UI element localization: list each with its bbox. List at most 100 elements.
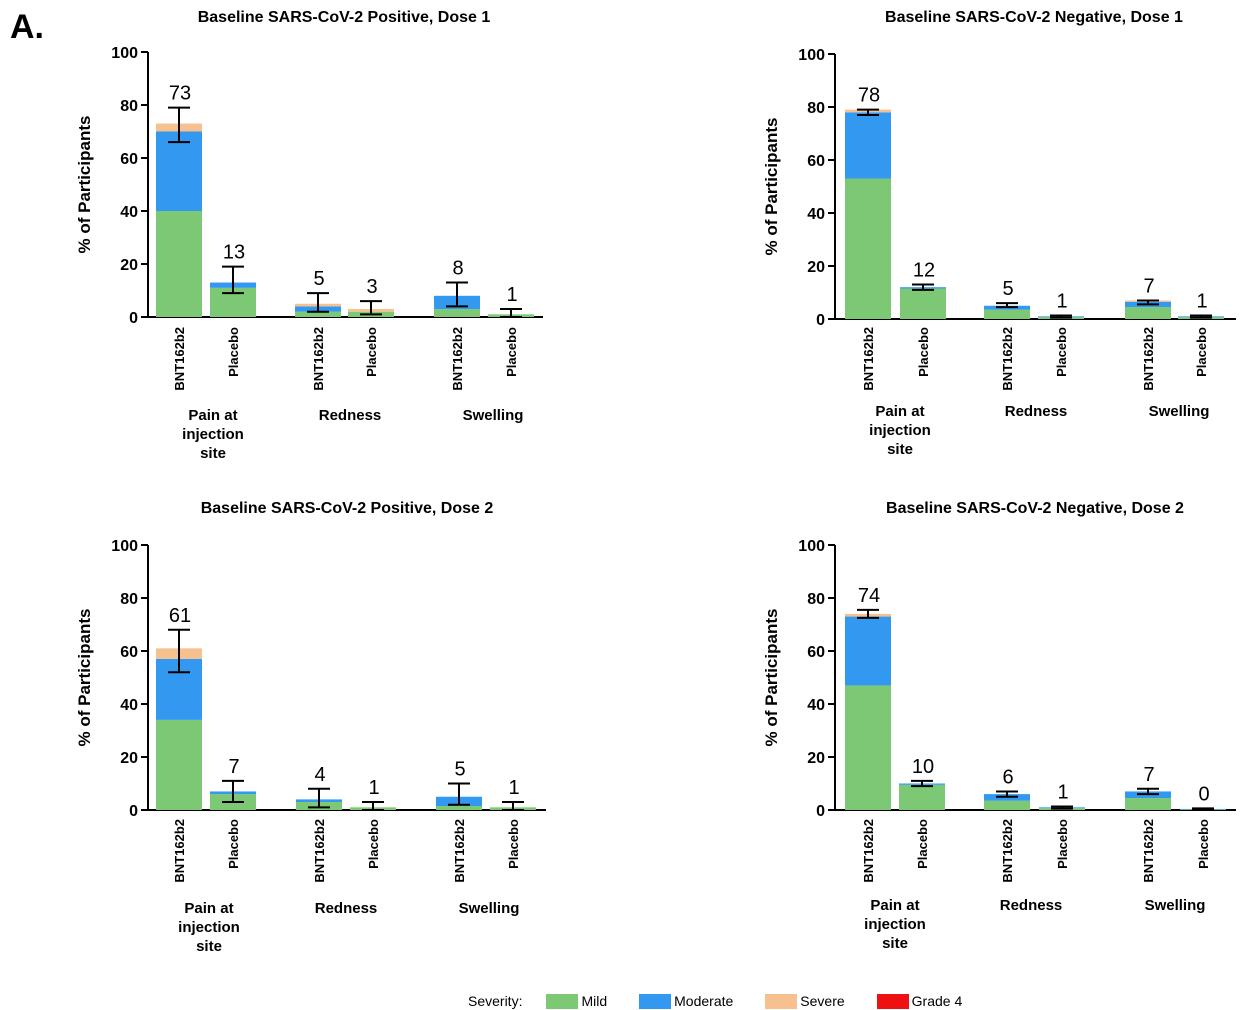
- data-label: 1: [508, 777, 519, 799]
- chart-panel-3: Baseline SARS-CoV-2 Positive, Dose 2 % of…: [75, 500, 546, 955]
- bar-segment-mild: [900, 288, 946, 319]
- data-label: 3: [366, 276, 377, 298]
- y-tick-label: 20: [807, 259, 825, 276]
- y-tick-label: 40: [120, 204, 138, 221]
- group-label: Redness: [319, 407, 382, 424]
- group-label-line: injection: [864, 916, 926, 933]
- chart-title: Baseline SARS-CoV-2 Negative, Dose 2: [886, 500, 1184, 517]
- data-label: 1: [1196, 291, 1207, 313]
- y-tick-label: 20: [120, 750, 138, 767]
- severity-legend: Severity: Mild Moderate Severe Grade 4: [468, 992, 994, 1010]
- y-tick-label: 0: [129, 310, 138, 327]
- data-label: 61: [169, 605, 191, 627]
- y-tick-label: 100: [798, 47, 825, 64]
- chart-panel-1: Baseline SARS-CoV-2 Positive, Dose 1 % of…: [75, 9, 543, 462]
- data-label: 12: [913, 260, 935, 282]
- group-label-line: Swelling: [1145, 897, 1206, 914]
- data-label: 4: [314, 764, 325, 786]
- category-label: Placebo: [1196, 819, 1211, 869]
- group-label-line: Pain at: [870, 897, 919, 914]
- category-label: BNT162b2: [861, 327, 876, 391]
- category-label: BNT162b2: [1141, 819, 1156, 883]
- bar-segment-mild: [984, 800, 1030, 810]
- bar-segment-mild: [436, 806, 482, 810]
- category-label: Placebo: [364, 327, 379, 377]
- category-label: BNT162b2: [311, 327, 326, 391]
- group-label: Pain at injection site: [864, 897, 926, 952]
- y-tick-label: 0: [816, 803, 825, 820]
- bar-segment-mild: [1125, 307, 1171, 319]
- panel-label: A.: [10, 8, 44, 46]
- group-label: Pain at injection site: [869, 403, 931, 458]
- legend-label-grade4: Grade 4: [911, 993, 963, 1009]
- data-label: 8: [452, 258, 463, 280]
- legend-label-moderate: Moderate: [674, 993, 734, 1009]
- legend-swatch-mild: [546, 993, 579, 1009]
- group-label: Swelling: [459, 900, 520, 917]
- data-label: 10: [912, 756, 934, 778]
- legend-swatch-moderate: [639, 993, 672, 1009]
- data-label: 0: [1198, 783, 1209, 805]
- bar-segment-mild: [984, 309, 1030, 319]
- category-label: Placebo: [366, 819, 381, 869]
- bar-segment-mild: [899, 784, 945, 810]
- category-label: Placebo: [915, 819, 930, 869]
- y-axis-label: % of Participants: [762, 118, 781, 256]
- y-tick-label: 0: [816, 312, 825, 329]
- legend-label-mild: Mild: [581, 993, 608, 1009]
- group-label: Swelling: [1145, 897, 1206, 914]
- bar-segment-mild: [156, 211, 202, 317]
- y-tick-label: 40: [807, 206, 825, 223]
- y-tick-label: 100: [798, 538, 825, 555]
- group-label-line: Swelling: [463, 407, 524, 424]
- bar-segment-moderate: [156, 131, 202, 211]
- y-tick-label: 80: [807, 100, 825, 117]
- chart-title: Baseline SARS-CoV-2 Positive, Dose 1: [198, 9, 491, 26]
- data-label: 5: [1002, 278, 1013, 300]
- category-label: Placebo: [1054, 327, 1069, 377]
- category-label: Placebo: [916, 327, 931, 377]
- category-label: BNT162b2: [312, 819, 327, 883]
- group-label: Swelling: [463, 407, 524, 424]
- group-label-line: site: [196, 938, 222, 955]
- group-label-line: injection: [178, 919, 240, 936]
- group-label-line: site: [882, 935, 908, 952]
- group-label-line: site: [887, 441, 913, 458]
- legend-item-grade4: Grade 4: [876, 993, 963, 1009]
- group-label-line: Swelling: [1149, 403, 1210, 420]
- data-label: 5: [454, 759, 465, 781]
- legend-title: Severity:: [468, 993, 523, 1009]
- group-label: Redness: [315, 900, 378, 917]
- y-tick-label: 60: [120, 151, 138, 168]
- legend-label-severe: Severe: [800, 993, 845, 1009]
- group-label-line: Redness: [315, 900, 378, 917]
- bar-segment-mild: [845, 178, 891, 319]
- data-label: 78: [858, 85, 880, 107]
- group-label-line: Swelling: [459, 900, 520, 917]
- bar-segment-moderate: [845, 112, 891, 179]
- y-tick-label: 60: [120, 644, 138, 661]
- category-label: BNT162b2: [1141, 327, 1156, 391]
- group-label-line: site: [200, 445, 226, 462]
- bar-segment-mild: [156, 719, 202, 810]
- chart-title: Baseline SARS-CoV-2 Positive, Dose 2: [201, 500, 494, 517]
- data-label: 7: [1143, 764, 1154, 786]
- data-label: 13: [223, 242, 245, 264]
- group-label-line: Redness: [1005, 403, 1068, 420]
- group-label: Swelling: [1149, 403, 1210, 420]
- group-label: Pain at injection site: [178, 900, 240, 955]
- y-tick-label: 60: [807, 153, 825, 170]
- y-tick-label: 20: [120, 257, 138, 274]
- legend-item-moderate: Moderate: [639, 993, 733, 1009]
- category-label: Placebo: [226, 819, 241, 869]
- category-label: Placebo: [1194, 327, 1209, 377]
- category-label: Placebo: [1055, 819, 1070, 869]
- y-tick-label: 80: [120, 591, 138, 608]
- group-label-line: Pain at: [184, 900, 233, 917]
- group-label: Redness: [1000, 897, 1063, 914]
- data-label: 6: [1002, 766, 1013, 788]
- y-tick-label: 40: [807, 697, 825, 714]
- category-label: BNT162b2: [1000, 819, 1015, 883]
- group-label: Pain at injection site: [182, 407, 244, 462]
